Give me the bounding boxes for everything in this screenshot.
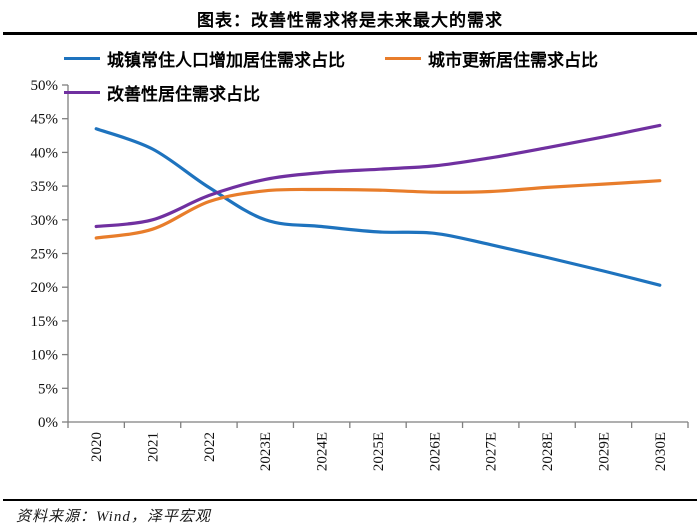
legend-item-urban-renewal-demand: 城市更新居住需求占比 xyxy=(385,46,598,71)
y-tick-label: 20% xyxy=(31,280,59,296)
legend-row-2: 改善性居住需求占比 xyxy=(64,80,664,105)
legend-key-purple-line xyxy=(64,91,100,94)
x-tick-label: 2025E xyxy=(371,432,387,471)
x-tick-label: 2020 xyxy=(89,432,105,462)
y-tick-label: 0% xyxy=(38,415,58,431)
series-line-1 xyxy=(94,179,662,240)
x-tick-label: 2023E xyxy=(258,432,274,471)
legend-key-blue-line xyxy=(64,57,100,60)
x-tick-label: 2021 xyxy=(145,432,161,462)
top-rule xyxy=(3,32,697,35)
x-tick-label: 2024E xyxy=(315,432,331,471)
y-tick-label: 5% xyxy=(38,381,58,397)
legend-item-improvement-demand: 改善性居住需求占比 xyxy=(64,80,260,105)
chart-title: 图表：改善性需求将是未来最大的需求 xyxy=(197,11,503,30)
line-chart: 0% 5% 10% 15% 20% 25% 30% 35% 40% 45% 50% 2020 2021 2… xyxy=(31,78,689,471)
y-tick-label: 50% xyxy=(31,78,59,94)
series-line-0 xyxy=(94,127,662,287)
x-tick-label: 2028E xyxy=(540,432,556,471)
legend-label-urban-renewal-demand: 城市更新居住需求占比 xyxy=(428,51,598,70)
y-tick-label: 15% xyxy=(31,314,59,330)
legend-label-improvement-demand: 改善性居住需求占比 xyxy=(107,85,260,104)
y-tick-label: 25% xyxy=(31,247,59,263)
legend-item-urban-population-demand: 城镇常住人口增加居住需求占比 xyxy=(64,46,345,71)
chart-axes xyxy=(67,85,688,423)
y-tick-label: 45% xyxy=(31,112,59,128)
legend-key-orange-line xyxy=(385,57,421,60)
y-tick-label: 30% xyxy=(31,213,59,229)
x-tick-label: 2026E xyxy=(427,432,443,471)
legend-row-1: 城镇常住人口增加居住需求占比 城市更新居住需求占比 xyxy=(64,46,664,71)
legend-label-urban-population-demand: 城镇常住人口增加居住需求占比 xyxy=(107,51,345,70)
y-tick-label: 35% xyxy=(31,179,59,195)
x-tick-label: 2027E xyxy=(484,432,500,471)
source-note: 资料来源：Wind，泽平宏观 xyxy=(16,509,211,525)
y-tick-label: 10% xyxy=(31,348,59,364)
x-tick-label: 2022 xyxy=(202,432,218,462)
y-tick-label: 40% xyxy=(31,145,59,161)
x-tick-label: 2030E xyxy=(653,432,669,471)
chart-legend: 城镇常住人口增加居住需求占比 城市更新居住需求占比 改善性居住需求占比 xyxy=(64,48,664,116)
bottom-rule xyxy=(3,499,697,501)
series-line-2 xyxy=(94,123,662,229)
x-tick-label: 2029E xyxy=(596,432,612,471)
